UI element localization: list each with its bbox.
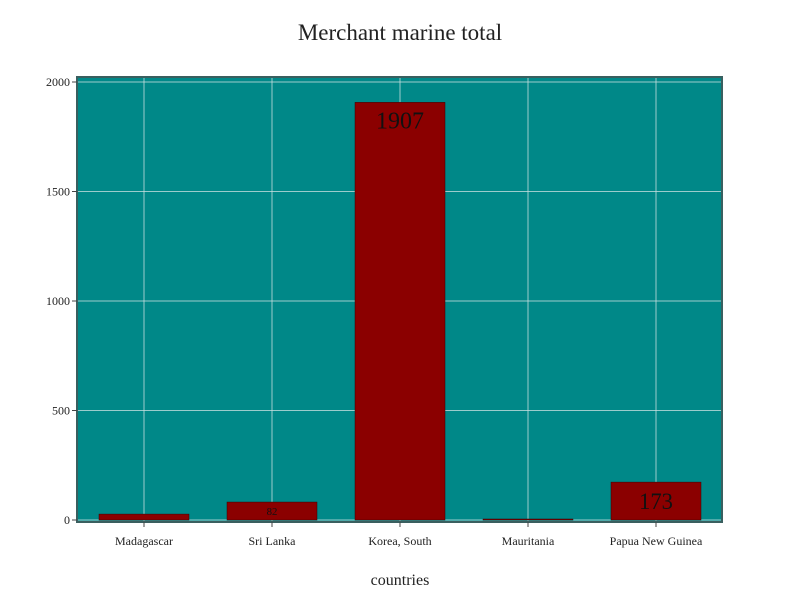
x-axis: Madagascar Sri Lanka Korea, South Mauritani… [115, 522, 703, 548]
x-tick-label: Korea, South [368, 534, 431, 548]
x-tick-label: Papua New Guinea [610, 534, 703, 548]
y-axis: 0 500 1000 1500 2000 [46, 75, 77, 527]
chart-title: Merchant marine total [298, 20, 502, 45]
bar [226, 501, 318, 521]
data-label: 82 [267, 506, 278, 518]
data-labels: 82 1907 173 [267, 108, 673, 517]
x-axis-label: countries [371, 572, 430, 589]
y-tick-label: 0 [64, 513, 70, 527]
y-tick-label: 1500 [46, 185, 70, 199]
bar [610, 481, 702, 521]
data-label: 173 [639, 489, 673, 514]
x-tick-label: Madagascar [115, 534, 173, 548]
y-tick-label: 500 [52, 404, 70, 418]
bars [98, 102, 702, 521]
bar [482, 518, 574, 521]
data-label: 1907 [376, 108, 424, 134]
x-tick-label: Sri Lanka [249, 534, 297, 548]
x-tick-label: Mauritania [502, 534, 555, 548]
bar [98, 513, 190, 521]
bar [354, 102, 446, 521]
y-tick-label: 2000 [46, 75, 70, 89]
y-tick-label: 1000 [46, 294, 70, 308]
